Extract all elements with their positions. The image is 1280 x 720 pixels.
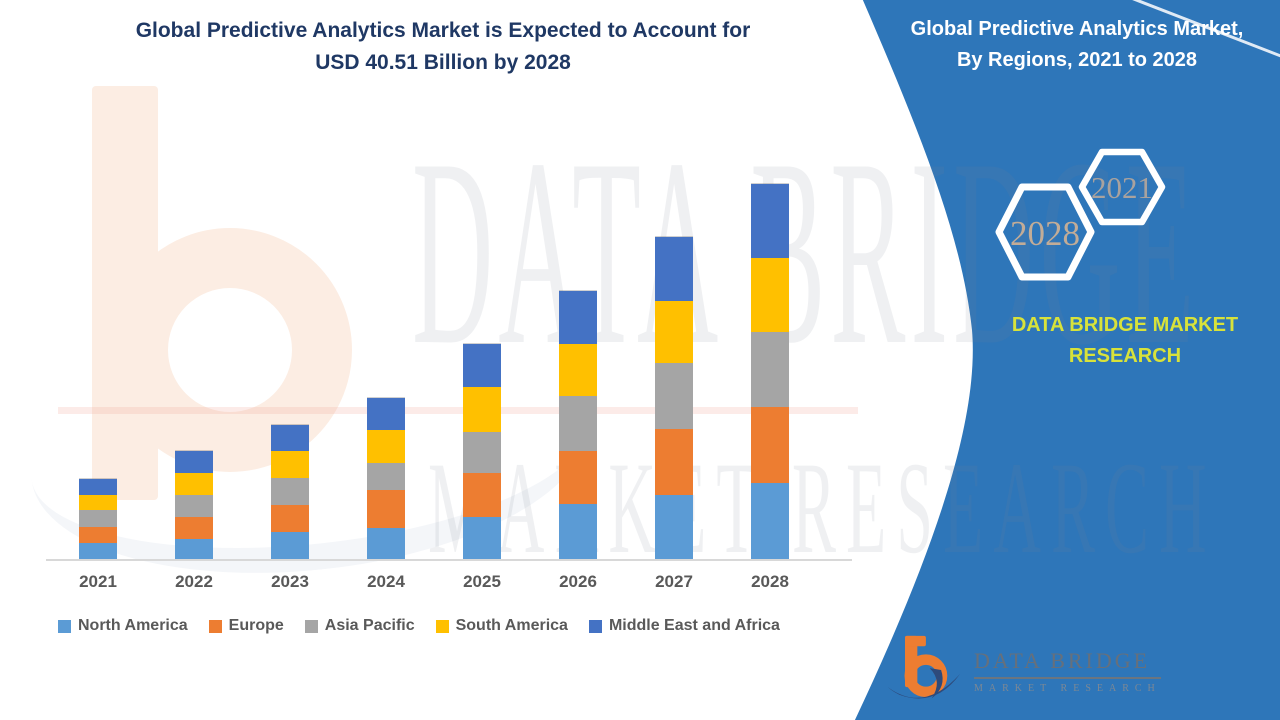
stacked-bar-2027 (655, 237, 693, 559)
legend-swatch-icon (304, 619, 318, 633)
bar-segment-2023-europe (271, 505, 309, 532)
legend-label: North America (78, 617, 188, 634)
bar-segment-2027-north-america (655, 495, 693, 559)
sidebar-title-line1: Global Predictive Analytics Market, (910, 18, 1244, 40)
chart-title-line2: USD 40.51 Billion by 2028 (315, 51, 571, 74)
bar-segment-2027-middle-east-and-africa (655, 237, 693, 301)
stacked-bar-2028 (751, 184, 789, 559)
bar-segment-2024-asia-pacific (367, 463, 405, 490)
x-axis-label-2024: 2024 (367, 572, 405, 591)
bar-segment-2027-asia-pacific (655, 363, 693, 429)
sidebar-title-line2: By Regions, 2021 to 2028 (956, 49, 1198, 71)
legend-item-north-america: North America (58, 617, 188, 635)
hexagon-2028-icon (995, 183, 1095, 281)
legend-item-asia-pacific: Asia Pacific (304, 617, 415, 635)
sidebar-curve-shape (854, 0, 1280, 720)
dbmr-logo-sub: MARKET RESEARCH (974, 683, 1161, 694)
bar-segment-2022-north-america (175, 539, 213, 559)
x-axis-label-2027: 2027 (655, 572, 693, 591)
stacked-bars (79, 184, 789, 559)
legend-label: Middle East and Africa (608, 617, 780, 634)
bar-segment-2026-north-america (559, 504, 597, 559)
bar-segment-2022-south-america (175, 473, 213, 495)
bar-segment-2024-north-america (367, 528, 405, 559)
legend-item-south-america: South America (435, 617, 568, 635)
bar-segment-2027-south-america (655, 301, 693, 363)
bar-segment-2026-europe (559, 451, 597, 504)
dbmr-logo-name: DATA BRIDGE (974, 648, 1161, 679)
x-axis-line (46, 559, 852, 561)
legend-swatch-icon (588, 619, 602, 633)
legend-swatch-icon (58, 619, 71, 633)
bar-segment-2028-europe (751, 407, 789, 483)
stacked-bar-2022 (175, 451, 213, 559)
bar-segment-2024-middle-east-and-africa (367, 398, 405, 430)
bar-segment-2026-asia-pacific (559, 396, 597, 451)
bar-segment-2023-north-america (271, 532, 309, 559)
x-axis-label-2022: 2022 (175, 572, 213, 591)
bar-segment-2023-asia-pacific (271, 478, 309, 505)
x-axis-label-2025: 2025 (463, 572, 501, 591)
hexagon-2028-label: 2028 (1010, 214, 1080, 253)
legend-swatch-icon (208, 619, 222, 633)
brand-line1: DATA BRIDGE MARKET (1011, 314, 1239, 336)
dbmr-logo-text: DATA BRIDGE MARKET RESEARCH (974, 648, 1161, 694)
sidebar-title: Global Predictive Analytics Market, By R… (880, 14, 1274, 76)
x-axis-label-2026: 2026 (559, 572, 597, 591)
brand-line2: RESEARCH (1068, 345, 1182, 367)
year-hexagons: 2021 2028 (995, 148, 1166, 281)
stacked-bar-2025 (463, 344, 501, 559)
bar-segment-2028-middle-east-and-africa (751, 184, 789, 258)
bar-segment-2028-north-america (751, 483, 789, 559)
bar-segment-2026-south-america (559, 344, 597, 396)
corner-accent-line (1132, 0, 1280, 58)
bar-segment-2026-middle-east-and-africa (559, 291, 597, 344)
x-axis-label-2021: 2021 (79, 572, 117, 591)
bar-segment-2021-europe (79, 527, 117, 543)
legend-item-middle-east-and-africa: Middle East and Africa (588, 617, 780, 635)
x-axis-label-2023: 2023 (271, 572, 309, 591)
brand-wordmark: DATA BRIDGE MARKET RESEARCH (950, 310, 1280, 372)
legend-label: South America (455, 617, 568, 634)
chart-legend: North America Europe Asia Pacific South Ame… (58, 617, 780, 635)
bar-segment-2028-asia-pacific (751, 332, 789, 407)
hexagon-2021-icon (1078, 148, 1166, 226)
stacked-bar-2024 (367, 398, 405, 559)
bar-segment-2021-asia-pacific (79, 510, 117, 527)
dbmr-logo-icon (887, 635, 961, 699)
chart-title: Global Predictive Analytics Market is Ex… (58, 15, 828, 79)
bar-segment-2025-north-america (463, 517, 501, 559)
hexagon-2021-label: 2021 (1091, 170, 1153, 205)
bar-segment-2024-south-america (367, 430, 405, 463)
bar-segment-2024-europe (367, 490, 405, 528)
legend-swatch-icon (435, 619, 449, 633)
stacked-bar-2026 (559, 291, 597, 559)
bar-segment-2022-europe (175, 517, 213, 539)
bar-segment-2025-europe (463, 473, 501, 517)
bar-segment-2028-south-america (751, 258, 789, 332)
dbmr-logo: DATA BRIDGE MARKET RESEARCH (886, 632, 1161, 710)
bar-segment-2025-middle-east-and-africa (463, 344, 501, 387)
legend-label: Asia Pacific (324, 617, 415, 634)
x-axis-label-2028: 2028 (751, 572, 789, 591)
legend-item-europe: Europe (208, 617, 284, 635)
bar-segment-2025-south-america (463, 387, 501, 432)
bar-segment-2025-asia-pacific (463, 432, 501, 473)
bar-segment-2022-asia-pacific (175, 495, 213, 517)
bar-segment-2027-europe (655, 429, 693, 495)
chart-title-line1: Global Predictive Analytics Market is Ex… (135, 19, 751, 42)
legend-label: Europe (228, 617, 284, 634)
bar-segment-2021-north-america (79, 543, 117, 559)
